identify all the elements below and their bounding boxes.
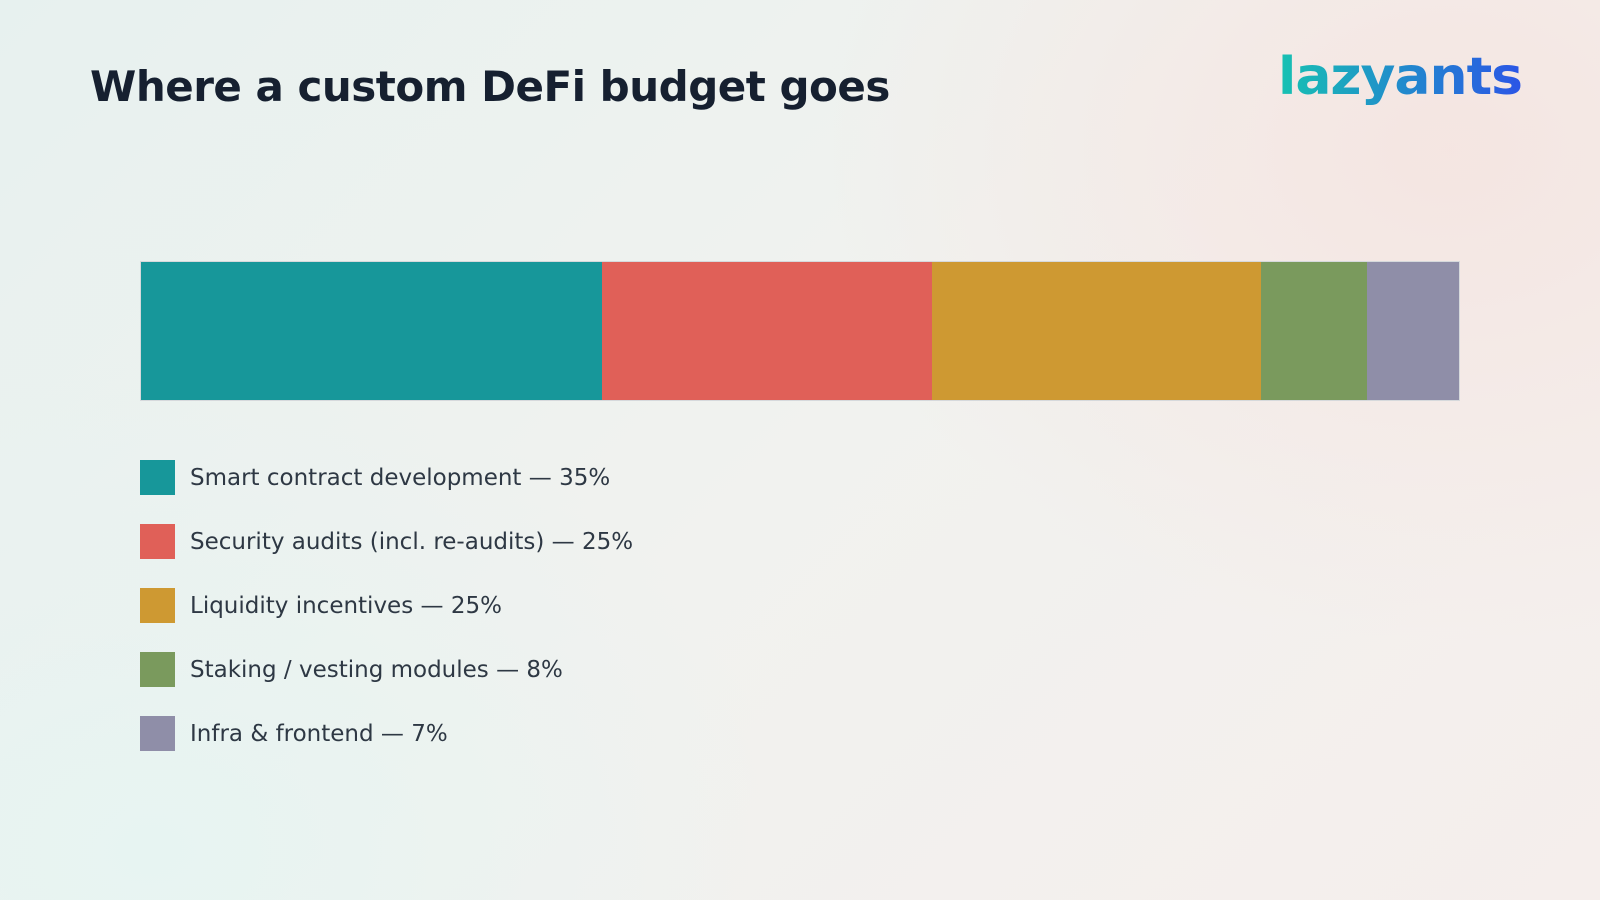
bar-segment bbox=[141, 262, 602, 400]
legend-label: Liquidity incentives — 25% bbox=[190, 592, 502, 619]
legend-swatch bbox=[140, 460, 175, 495]
bar-segment bbox=[1261, 262, 1367, 400]
legend-swatch bbox=[140, 524, 175, 559]
legend-item: Liquidity incentives — 25% bbox=[140, 588, 633, 623]
legend-label: Staking / vesting modules — 8% bbox=[190, 656, 563, 683]
legend-swatch bbox=[140, 716, 175, 751]
stacked-bar-chart bbox=[140, 261, 1460, 401]
chart-legend: Smart contract development — 35% Securit… bbox=[140, 460, 633, 780]
legend-item: Staking / vesting modules — 8% bbox=[140, 652, 633, 687]
legend-swatch bbox=[140, 588, 175, 623]
page-title: Where a custom DeFi budget goes bbox=[90, 62, 890, 111]
legend-label: Infra & frontend — 7% bbox=[190, 720, 448, 747]
bar-segment bbox=[932, 262, 1261, 400]
brand-logo: lazyants bbox=[1278, 50, 1522, 107]
legend-label: Smart contract development — 35% bbox=[190, 464, 611, 491]
legend-item: Infra & frontend — 7% bbox=[140, 716, 633, 751]
legend-label: Security audits (incl. re-audits) — 25% bbox=[190, 528, 634, 555]
lazyants-logo-text: lazyants bbox=[1278, 50, 1522, 107]
legend-item: Smart contract development — 35% bbox=[140, 460, 633, 495]
legend-item: Security audits (incl. re-audits) — 25% bbox=[140, 524, 633, 559]
stacked-bar-svg bbox=[141, 262, 1459, 400]
bar-segment bbox=[602, 262, 932, 400]
legend-swatch bbox=[140, 652, 175, 687]
bar-segment bbox=[1367, 262, 1459, 400]
